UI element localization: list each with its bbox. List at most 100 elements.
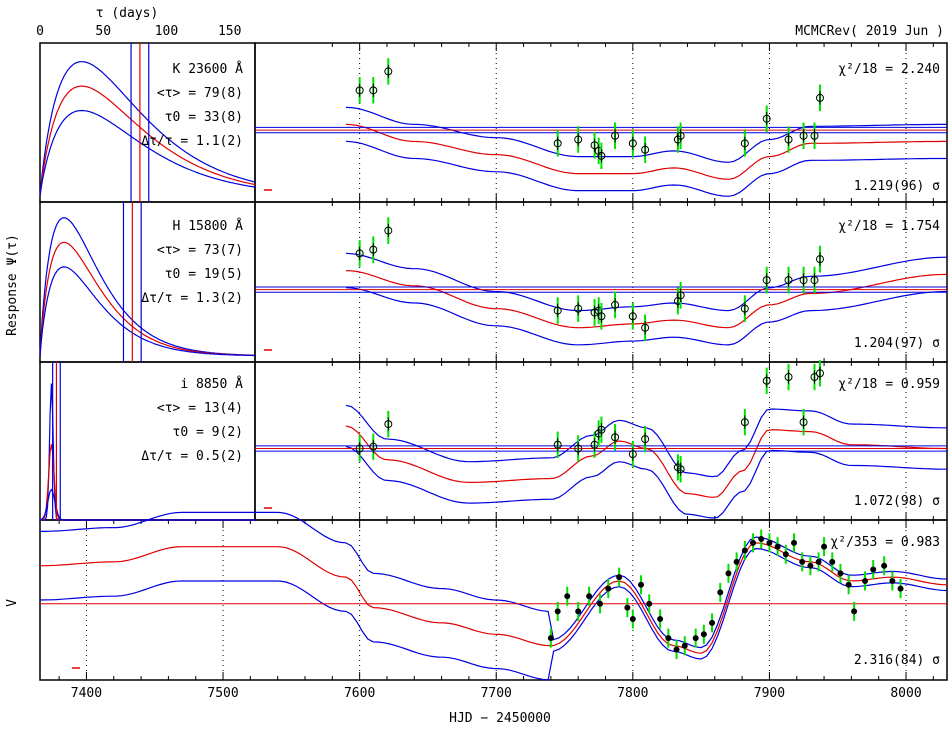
data-point xyxy=(355,86,364,95)
model-curve xyxy=(345,287,948,346)
tau-tick-label: 0 xyxy=(36,24,44,39)
data-point xyxy=(740,304,749,313)
data-point xyxy=(355,444,364,453)
panel-k-annotations: K 23600 Å <τ> = 79(8) τ0 = 33(8) Δτ/τ = … xyxy=(141,61,940,194)
v-data-point xyxy=(665,635,672,642)
data-point xyxy=(355,249,364,258)
data-point xyxy=(597,151,606,160)
data-point xyxy=(553,440,562,449)
model-curve xyxy=(345,106,947,163)
data-point xyxy=(611,300,620,309)
data-point xyxy=(597,312,606,321)
data-point xyxy=(676,291,685,300)
x-tick-label: 7600 xyxy=(344,686,375,701)
v-data-point xyxy=(554,608,561,615)
data-point xyxy=(574,135,583,144)
v-data-point xyxy=(638,581,645,588)
data-point xyxy=(676,465,685,474)
h-scale: 1.204(97) σ xyxy=(854,336,940,351)
v-data-point xyxy=(821,543,828,550)
v-data-point xyxy=(692,635,699,642)
v-model-curve xyxy=(40,542,948,654)
h-width-ratio: Δτ/τ = 1.3(2) xyxy=(141,291,243,306)
v-data-point xyxy=(889,577,896,584)
x-tick-label: 7500 xyxy=(207,686,238,701)
i-band-label: i 8850 Å xyxy=(180,376,243,392)
v-data-point xyxy=(845,581,852,588)
v-data-point xyxy=(564,593,571,600)
data-point xyxy=(810,373,819,382)
v-scale: 2.316(84) σ xyxy=(854,653,940,668)
tau-tick-label: 50 xyxy=(95,24,111,39)
x-tick-label: 7400 xyxy=(71,686,102,701)
tau-axis-label: τ (days) xyxy=(96,6,159,21)
data-point xyxy=(628,312,637,321)
v-data-point xyxy=(881,562,888,569)
i-chi2: χ²/18 = 0.959 xyxy=(838,377,940,392)
data-point xyxy=(384,67,393,76)
panel-i-annotations: i 8850 Å <τ> = 13(4) τ0 = 9(2) Δτ/τ = 0.… xyxy=(141,376,940,509)
data-point xyxy=(369,86,378,95)
v-data-point xyxy=(657,616,664,623)
data-point xyxy=(784,135,793,144)
v-model-curve xyxy=(39,547,948,681)
x-tick-label: 7700 xyxy=(481,686,512,701)
v-data-point xyxy=(586,593,593,600)
tau-tick-label: 100 xyxy=(155,24,178,39)
data-point xyxy=(815,369,824,378)
model-curve xyxy=(345,252,948,312)
model-curve xyxy=(345,270,948,329)
data-point xyxy=(799,418,808,427)
panel-h-annotations: H 15800 Å <τ> = 73(7) τ0 = 19(5) Δτ/τ = … xyxy=(141,218,940,351)
data-point xyxy=(384,420,393,429)
response-curve xyxy=(39,217,255,357)
model-curve xyxy=(345,123,947,180)
v-data-point xyxy=(673,646,680,653)
k-band-label: K 23600 Å xyxy=(173,61,244,77)
x-tick-label: 7900 xyxy=(754,686,785,701)
response-curve xyxy=(39,488,255,521)
model-curve xyxy=(345,446,947,519)
data-point xyxy=(740,139,749,148)
data-point xyxy=(553,306,562,315)
v-data-point xyxy=(646,600,653,607)
data-point xyxy=(810,131,819,140)
data-point xyxy=(784,373,793,382)
model-curve xyxy=(345,140,947,197)
data-point xyxy=(799,131,808,140)
v-data-point xyxy=(807,562,814,569)
v-data-point xyxy=(837,570,844,577)
tau-tick-label: 150 xyxy=(218,24,241,39)
i-tau0: τ0 = 9(2) xyxy=(173,425,243,440)
data-point xyxy=(641,145,650,154)
v-data-point xyxy=(741,547,748,554)
data-point xyxy=(611,433,620,442)
i-width-ratio: Δτ/τ = 0.5(2) xyxy=(141,449,243,464)
data-point xyxy=(810,276,819,285)
run-label: MCMCRev( 2019 Jun ) xyxy=(795,24,944,39)
model-curve xyxy=(345,404,947,478)
v-chi2: χ²/353 = 0.983 xyxy=(830,535,940,550)
response-curve xyxy=(39,109,256,197)
data-point xyxy=(597,425,606,434)
k-mean-lag: <τ> = 79(8) xyxy=(157,86,243,101)
v-data-point xyxy=(791,539,798,546)
v-data-point xyxy=(733,558,740,565)
panel-content xyxy=(39,43,948,681)
v-data-point xyxy=(575,608,582,615)
data-point xyxy=(611,131,620,140)
data-point xyxy=(676,131,685,140)
v-model-curve xyxy=(40,511,948,649)
v-data-point xyxy=(547,635,554,642)
v-data-point xyxy=(766,539,773,546)
v-data-point xyxy=(700,631,707,638)
v-data-point xyxy=(829,558,836,565)
tau-tick-labels: 0 50 100 150 xyxy=(36,24,241,39)
data-point xyxy=(815,93,824,102)
data-point xyxy=(799,276,808,285)
data-point xyxy=(762,114,771,123)
v-data-point xyxy=(862,577,869,584)
v-data-point xyxy=(799,558,806,565)
v-axis-label: V xyxy=(5,599,20,607)
